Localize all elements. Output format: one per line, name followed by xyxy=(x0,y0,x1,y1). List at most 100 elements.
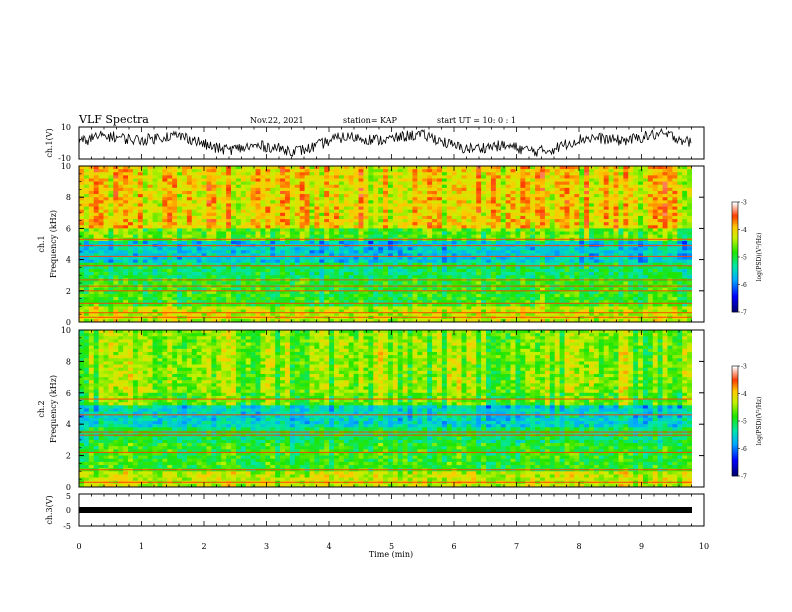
spectrogram-cell xyxy=(436,209,443,214)
spectrogram-cell xyxy=(265,240,271,245)
spectrogram-cell xyxy=(446,178,452,182)
spectrogram-cell xyxy=(436,231,443,235)
spectrogram-cell xyxy=(172,281,178,285)
spectrogram-cell xyxy=(113,250,119,254)
spectrogram-cell xyxy=(613,181,619,186)
spectrogram-cell xyxy=(152,256,158,260)
spectrogram-cell xyxy=(554,206,560,210)
spectrogram-cell xyxy=(191,178,197,182)
spectrogram-cell xyxy=(162,247,168,251)
spectrogram-cell xyxy=(123,169,129,173)
spectrogram-cell xyxy=(280,209,286,214)
spectrogram-cell xyxy=(647,206,654,210)
spectrogram-cell xyxy=(152,172,158,176)
spectrogram-cell xyxy=(535,184,541,189)
spectrogram-cell xyxy=(231,209,237,214)
spectrogram-cell xyxy=(309,281,315,285)
spectrogram-cell xyxy=(559,240,565,245)
spectrogram-cell xyxy=(441,250,448,254)
spectrogram-cell xyxy=(535,240,541,245)
spectrogram-cell xyxy=(589,206,595,210)
spectrogram-cell xyxy=(672,187,678,192)
spectrogram-cell xyxy=(221,234,227,239)
spectrogram-cell xyxy=(598,166,605,170)
spectrogram-cell xyxy=(206,253,212,257)
spectrogram-cell xyxy=(417,247,423,251)
spectrogram-cell xyxy=(103,203,109,207)
spectrogram-cell xyxy=(539,231,546,235)
spectrogram-cell xyxy=(289,287,296,292)
spectrogram-cell xyxy=(231,265,237,270)
spectrogram-cell xyxy=(500,265,506,270)
spectrogram-cell xyxy=(436,222,443,226)
spectrogram-cell xyxy=(348,209,354,214)
spectrogram-cell xyxy=(123,200,129,204)
spectrogram-cell xyxy=(500,172,506,176)
spectrogram-cell xyxy=(446,272,452,276)
spectrogram-cell xyxy=(299,268,305,273)
spectrogram-cell xyxy=(338,259,345,264)
spectrogram-cell xyxy=(520,175,526,179)
spectrogram-cell xyxy=(304,166,310,170)
spectrogram-cell xyxy=(387,265,394,270)
spectrogram-cell xyxy=(530,250,536,254)
spectrogram-cell xyxy=(191,234,197,239)
spectrogram-cell xyxy=(436,190,443,195)
spectrogram-cell xyxy=(539,169,546,173)
spectrogram-cell xyxy=(476,259,482,264)
spectrogram-cell xyxy=(481,231,487,235)
spectrogram-cell xyxy=(525,219,531,223)
spectrogram-cell xyxy=(383,166,389,170)
spectrogram-cell xyxy=(211,225,217,229)
spectrogram-cell xyxy=(446,231,452,235)
spectrogram-cell xyxy=(633,197,639,201)
spectrogram-cell xyxy=(255,262,261,267)
spectrogram-cell xyxy=(196,194,202,198)
spectrogram-cell xyxy=(471,222,477,226)
spectrogram-cell xyxy=(623,222,629,226)
spectrogram-cell xyxy=(240,256,247,260)
spectrogram-cell xyxy=(451,222,457,226)
spectrogram-cell xyxy=(652,268,658,273)
spectrogram-cell xyxy=(520,262,526,267)
spectrogram-cell xyxy=(162,197,168,201)
spectrogram-cell xyxy=(633,219,639,223)
spectrogram-cell xyxy=(495,231,502,235)
spectrogram-cell xyxy=(206,222,212,226)
spectrogram-cell xyxy=(186,256,193,260)
spectrogram-cell xyxy=(211,250,217,254)
spectrogram-cell xyxy=(353,219,359,223)
spectrogram-cell xyxy=(387,212,394,217)
spectrogram-cell xyxy=(284,268,291,273)
spectrogram-cell xyxy=(378,253,384,257)
spectrogram-cell xyxy=(280,219,286,223)
spectrogram-cell xyxy=(549,184,555,189)
spectrogram-cell xyxy=(132,169,139,173)
spectrogram-cell xyxy=(294,187,300,192)
spectrogram-cell xyxy=(334,222,340,226)
spectrogram-cell xyxy=(451,212,457,217)
spectrogram-cell xyxy=(436,253,443,257)
spectrogram-cell xyxy=(226,234,232,239)
spectrogram-cell xyxy=(196,228,202,232)
spectrogram-cell xyxy=(657,187,663,192)
spectrogram-cell xyxy=(260,209,266,214)
spectrogram-cell xyxy=(348,225,354,229)
spectrogram-cell xyxy=(172,268,178,273)
spectrogram-cell xyxy=(93,219,99,223)
spectrogram-cell xyxy=(677,256,683,260)
spectrogram-cell xyxy=(505,209,511,214)
spectrogram-cell xyxy=(466,187,472,192)
spectrogram-cell xyxy=(510,262,516,267)
spectrogram-cell xyxy=(422,268,428,273)
spectrogram-cell xyxy=(103,259,109,264)
spectrogram-cell xyxy=(329,215,335,220)
spectrogram-cell xyxy=(245,219,251,223)
spectrogram-cell xyxy=(378,256,384,260)
spectrogram-cell xyxy=(471,172,477,176)
spectrogram-cell xyxy=(162,253,168,257)
spectrogram-cell xyxy=(461,287,467,292)
spectrogram-cell xyxy=(589,265,595,270)
spectrogram-cell xyxy=(186,259,193,264)
spectrogram-cell xyxy=(255,287,261,292)
